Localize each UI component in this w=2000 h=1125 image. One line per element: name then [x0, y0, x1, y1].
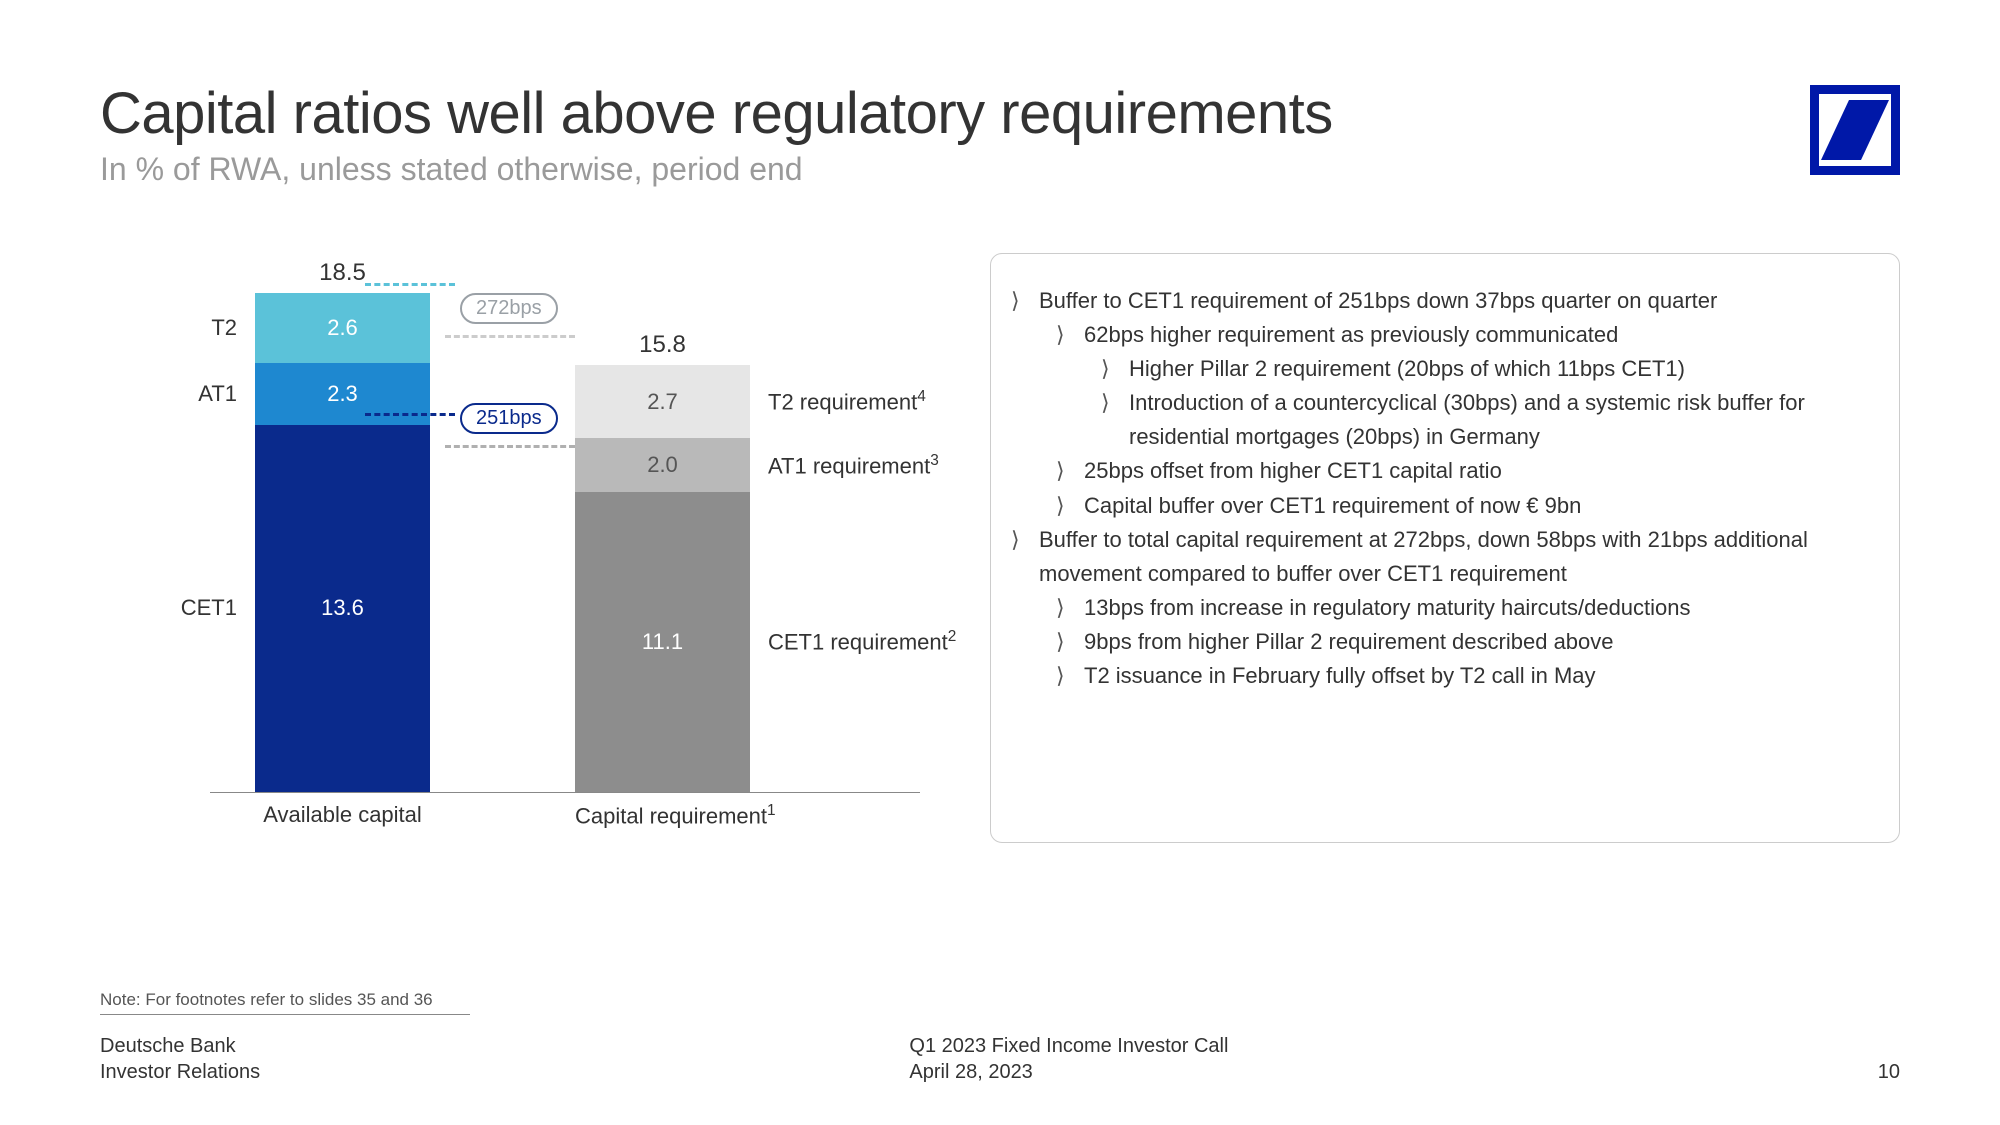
bullet-text: 25bps offset from higher CET1 capital ra…	[1084, 454, 1502, 488]
segment-label: T2 requirement4	[750, 388, 926, 415]
bullet-marker: ⟩	[1011, 284, 1039, 318]
segment-label: AT1	[198, 381, 255, 407]
bullet-item: ⟩13bps from increase in regulatory matur…	[1056, 591, 1869, 625]
footer-left: Deutsche Bank Investor Relations	[100, 1033, 260, 1085]
bullet-item: ⟩Capital buffer over CET1 requirement of…	[1056, 489, 1869, 523]
bar-x-label: Available capital	[255, 792, 430, 828]
bullet-item: ⟩Buffer to CET1 requirement of 251bps do…	[1011, 284, 1869, 318]
bullet-item: ⟩9bps from higher Pillar 2 requirement d…	[1056, 625, 1869, 659]
dash-line	[365, 283, 455, 286]
segment-label: T2	[211, 315, 255, 341]
bullet-marker: ⟩	[1101, 386, 1129, 454]
page-subtitle: In % of RWA, unless stated otherwise, pe…	[100, 151, 1900, 188]
capital-chart: 18.52.6T22.3AT113.6CET1Available capital…	[100, 243, 920, 843]
segment-label: AT1 requirement3	[750, 452, 939, 479]
bullet-text: Higher Pillar 2 requirement (20bps of wh…	[1129, 352, 1685, 386]
bar-total: 15.8	[575, 331, 750, 365]
bullet-item: ⟩Higher Pillar 2 requirement (20bps of w…	[1101, 352, 1869, 386]
footer-dept: Investor Relations	[100, 1059, 260, 1085]
bullet-text: Introduction of a countercyclical (30bps…	[1129, 386, 1869, 454]
footer: Deutsche Bank Investor Relations Q1 2023…	[100, 1033, 1900, 1085]
bullet-item: ⟩62bps higher requirement as previously …	[1056, 318, 1869, 352]
bullet-text: 62bps higher requirement as previously c…	[1084, 318, 1618, 352]
bullet-marker: ⟩	[1056, 454, 1084, 488]
bar-group: 18.52.6T22.3AT113.6CET1Available capital	[255, 293, 430, 793]
content-row: 18.52.6T22.3AT113.6CET1Available capital…	[100, 243, 1900, 843]
bar-segment: 2.7T2 requirement4	[575, 365, 750, 438]
bullet-text: T2 issuance in February fully offset by …	[1084, 659, 1596, 693]
footer-page: 10	[1878, 1059, 1900, 1085]
bullet-text: 13bps from increase in regulatory maturi…	[1084, 591, 1691, 625]
segment-label: CET1 requirement2	[750, 628, 956, 655]
bullet-text: Buffer to total capital requirement at 2…	[1039, 523, 1869, 591]
dash-line	[445, 445, 575, 448]
bullet-marker: ⟩	[1056, 318, 1084, 352]
bullet-item: ⟩Buffer to total capital requirement at …	[1011, 523, 1869, 591]
bullet-marker: ⟩	[1056, 625, 1084, 659]
bullet-marker: ⟩	[1101, 352, 1129, 386]
page-title: Capital ratios well above regulatory req…	[100, 80, 1900, 147]
bullet-text: Buffer to CET1 requirement of 251bps dow…	[1039, 284, 1717, 318]
bullet-text: 9bps from higher Pillar 2 requirement de…	[1084, 625, 1614, 659]
bullet-marker: ⟩	[1056, 659, 1084, 693]
bullet-marker: ⟩	[1011, 523, 1039, 591]
slide: Capital ratios well above regulatory req…	[0, 0, 2000, 1125]
bullet-item: ⟩T2 issuance in February fully offset by…	[1056, 659, 1869, 693]
bullet-item: ⟩Introduction of a countercyclical (30bp…	[1101, 386, 1869, 454]
bullet-text: Capital buffer over CET1 requirement of …	[1084, 489, 1581, 523]
commentary-box: ⟩Buffer to CET1 requirement of 251bps do…	[990, 253, 1900, 843]
bar-segment: 13.6CET1	[255, 425, 430, 792]
bullet-marker: ⟩	[1056, 591, 1084, 625]
bullet-item: ⟩25bps offset from higher CET1 capital r…	[1056, 454, 1869, 488]
bar-segment: 2.0AT1 requirement3	[575, 438, 750, 492]
bar-x-label: Capital requirement1	[575, 792, 750, 829]
bar-segment: 2.6T2	[255, 293, 430, 363]
bullet-marker: ⟩	[1056, 489, 1084, 523]
bps-pill: 272bps	[460, 293, 558, 324]
footnote: Note: For footnotes refer to slides 35 a…	[100, 990, 470, 1015]
deutsche-bank-logo	[1810, 85, 1900, 175]
footer-event: Q1 2023 Fixed Income Investor Call	[909, 1033, 1228, 1059]
bar-segment: 11.1CET1 requirement2	[575, 492, 750, 792]
dash-line	[365, 413, 455, 416]
footer-company: Deutsche Bank	[100, 1033, 260, 1059]
bar-total: 18.5	[255, 259, 430, 293]
footer-mid: Q1 2023 Fixed Income Investor Call April…	[909, 1033, 1228, 1085]
footer-date: April 28, 2023	[909, 1059, 1228, 1085]
bps-pill: 251bps	[460, 403, 558, 434]
segment-label: CET1	[181, 595, 255, 621]
dash-line	[445, 335, 575, 338]
bar-group: 15.82.7T2 requirement42.0AT1 requirement…	[575, 365, 750, 792]
logo-slash	[1821, 100, 1889, 160]
